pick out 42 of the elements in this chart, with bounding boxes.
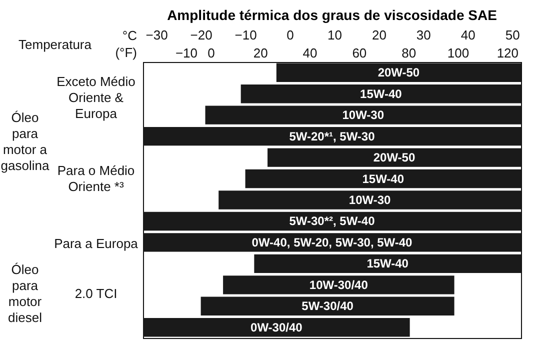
y-tick-label: 0W-40, 5W-20, 5W-30, 5W-40 [252, 235, 413, 250]
x-tick-label: 40 [460, 28, 476, 42]
x-tick-label: −30 [146, 28, 168, 42]
text: 2.0 TCI [74, 286, 118, 301]
y-tick-label: 10W-30 [348, 193, 392, 207]
x-tick-label: 10 [327, 28, 342, 42]
x-tick-label: −10 [234, 28, 257, 42]
x2-tick-label: 100 [447, 46, 470, 60]
x-tick-label: 20 [372, 28, 386, 42]
x-axis-title: °C [122, 28, 137, 43]
y-tick-label: 0W-30/40 [250, 320, 303, 334]
x-tick-label: 0 [286, 28, 294, 42]
y-tick-label: 10W-30 [342, 108, 384, 122]
y-tick-label: 20W-50 [373, 150, 416, 165]
x2-tick-label: 20 [253, 46, 268, 60]
x2-tick-label: 40 [302, 46, 318, 60]
bar [223, 276, 454, 294]
x2-axis-title: (°F) [115, 45, 137, 60]
text: Para o Médio Oriente *³ [57, 163, 135, 194]
text: Para a Europa [54, 236, 139, 251]
x2-tick-label: 80 [402, 46, 416, 60]
text: Óleo para motor a gasolina [0, 110, 50, 173]
x2-tick-label: 0 [208, 46, 215, 60]
chart-title: Amplitude térmica dos graus de viscosidade SAE [167, 7, 497, 23]
text: Temperatura [18, 37, 92, 52]
y-tick-label: 20W-50 [378, 66, 420, 80]
bar [200, 296, 454, 316]
text: Óleo para motor diesel [8, 262, 42, 325]
y-tick-label: 5W-30/40 [302, 299, 354, 314]
text: Exceto Médio Oriente & Europa [56, 74, 136, 121]
x-tick-label: −20 [190, 28, 212, 42]
x2-tick-label: 60 [352, 46, 367, 60]
y-tick-label: 10W-30/40 [309, 278, 368, 292]
y-tick-label: 5W-20*¹, 5W-30 [289, 129, 376, 144]
y-tick-label: 15W-40 [366, 256, 409, 271]
y-tick-label: 5W-30*², 5W-40 [289, 214, 376, 228]
x-tick-label: 50 [505, 28, 520, 42]
x2-tick-label: 120 [496, 46, 519, 60]
y-tick-label: 15W-40 [360, 86, 402, 101]
x2-tick-label: −10 [175, 46, 198, 60]
x-tick-label: 30 [416, 28, 431, 42]
y-tick-label: 15W-40 [362, 172, 404, 186]
